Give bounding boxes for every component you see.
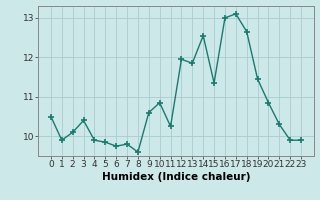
X-axis label: Humidex (Indice chaleur): Humidex (Indice chaleur): [102, 172, 250, 182]
